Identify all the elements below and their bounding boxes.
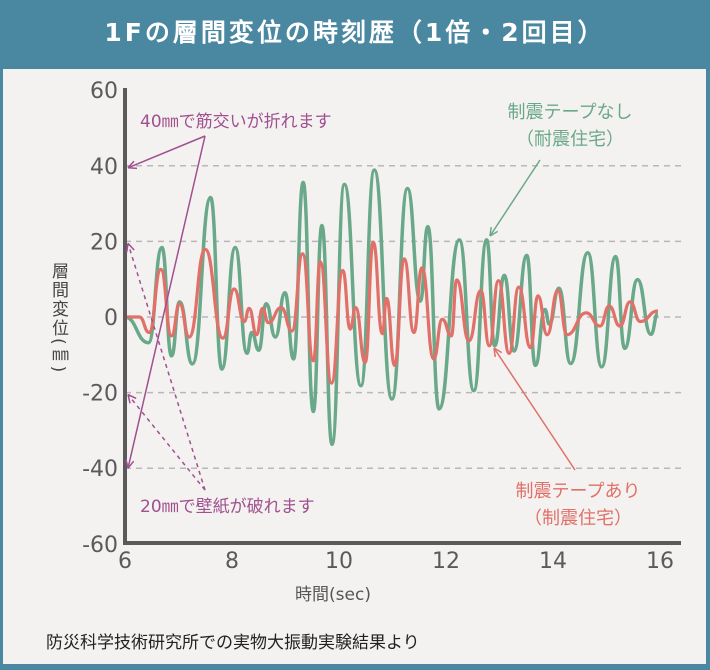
arrowhead — [493, 347, 503, 354]
annotation-40mm: 40㎜で筋交いが折れます — [140, 112, 332, 132]
series-line-with-tape — [125, 240, 659, 385]
legend-with-tape-line2: （制震住宅） — [524, 508, 632, 529]
source-note: 防災科学技術研究所での実物大振動実験結果より — [46, 633, 420, 653]
arrowhead — [127, 167, 138, 170]
annotation-20mm: 20㎜で壁紙が破れます — [140, 497, 315, 517]
annotation-arrow-minus40 — [127, 135, 206, 469]
annotation-arrow-40 — [127, 135, 206, 169]
arrowhead — [489, 230, 499, 237]
chart-panel — [3, 69, 706, 664]
arrowhead — [127, 160, 135, 169]
y-tick-label: 40 — [90, 155, 118, 180]
arrowhead — [125, 243, 129, 253]
legend-arrow-without-tape — [489, 159, 541, 237]
arrowhead — [489, 226, 492, 237]
x-tick-label: 8 — [225, 549, 239, 574]
x-tick-label: 10 — [325, 549, 353, 574]
legend-with-tape-line1: 制震テープあり — [516, 481, 641, 502]
y-tick-label: -60 — [82, 533, 118, 558]
annotation-arrow-minus20 — [127, 394, 206, 491]
legend-without-tape-line2: （耐震住宅） — [516, 129, 624, 150]
x-tick-label: 16 — [646, 549, 674, 574]
arrowhead — [125, 459, 129, 469]
x-tick-label: 6 — [118, 549, 132, 574]
legend-without-tape-line1: 制震テープなし — [508, 102, 633, 123]
y-tick-label: -40 — [82, 457, 118, 482]
series-line-without-tape — [124, 168, 660, 447]
arrowhead — [127, 393, 137, 400]
y-axis-label: 層間変位(㎜) — [48, 262, 69, 374]
arrowhead — [127, 394, 131, 404]
y-tick-label: 20 — [90, 230, 118, 255]
x-tick-label: 12 — [432, 549, 460, 574]
annotation-arrow-20 — [127, 243, 206, 491]
y-tick-label: 60 — [90, 79, 118, 104]
legend-arrow-with-tape — [493, 347, 576, 471]
y-tick-label: 0 — [104, 306, 118, 331]
x-axis-label: 時間(sec) — [295, 585, 371, 605]
arrowhead — [127, 242, 135, 251]
x-tick-label: 14 — [539, 549, 567, 574]
arrowhead — [493, 347, 496, 358]
chart-title: 1Fの層間変位の時刻歴（1倍・2回目） — [104, 18, 606, 47]
arrowhead — [127, 460, 135, 469]
y-tick-label: -20 — [82, 382, 118, 407]
